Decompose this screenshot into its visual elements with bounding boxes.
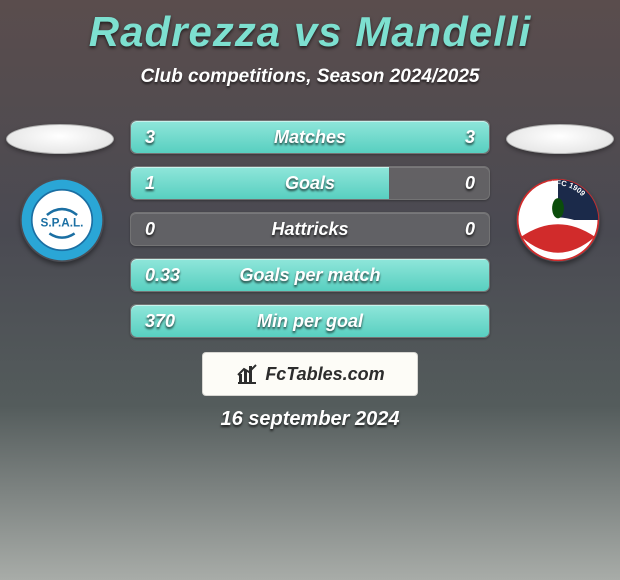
- stat-row: 0 0Hattricks: [130, 212, 490, 246]
- fill-left: [131, 167, 389, 199]
- stat-row: 33Matches: [130, 120, 490, 154]
- ellipse-deco-left: [6, 124, 114, 154]
- fill-left: [131, 305, 489, 337]
- stat-label: Hattricks: [131, 213, 489, 245]
- fill-left: [131, 121, 310, 153]
- bar-chart-icon: [235, 362, 259, 386]
- badge-left-text: S.P.A.L.: [41, 217, 84, 230]
- stat-rows: 33Matches10Goals00Hattricks0.33Goals per…: [130, 120, 490, 350]
- team-badge-left: S.P.A.L.: [20, 178, 104, 262]
- stat-value-left: 0: [145, 213, 155, 245]
- page-subtitle: Club competitions, Season 2024/2025: [0, 66, 620, 88]
- stat-row: 10Goals: [130, 166, 490, 200]
- stat-value-right: 0: [465, 167, 475, 199]
- date-text: 16 september 2024: [0, 408, 620, 431]
- watermark: FcTables.com: [202, 352, 418, 396]
- stat-value-right: 0: [465, 213, 475, 245]
- team-badge-right: CARPI FC 1909: [516, 178, 600, 262]
- fill-left: [131, 259, 489, 291]
- stat-row: 0.33Goals per match: [130, 258, 490, 292]
- watermark-text: FcTables.com: [265, 364, 384, 385]
- ellipse-deco-right: [506, 124, 614, 154]
- stat-row: 370Min per goal: [130, 304, 490, 338]
- page-title: Radrezza vs Mandelli: [0, 0, 620, 56]
- fill-right: [310, 121, 489, 153]
